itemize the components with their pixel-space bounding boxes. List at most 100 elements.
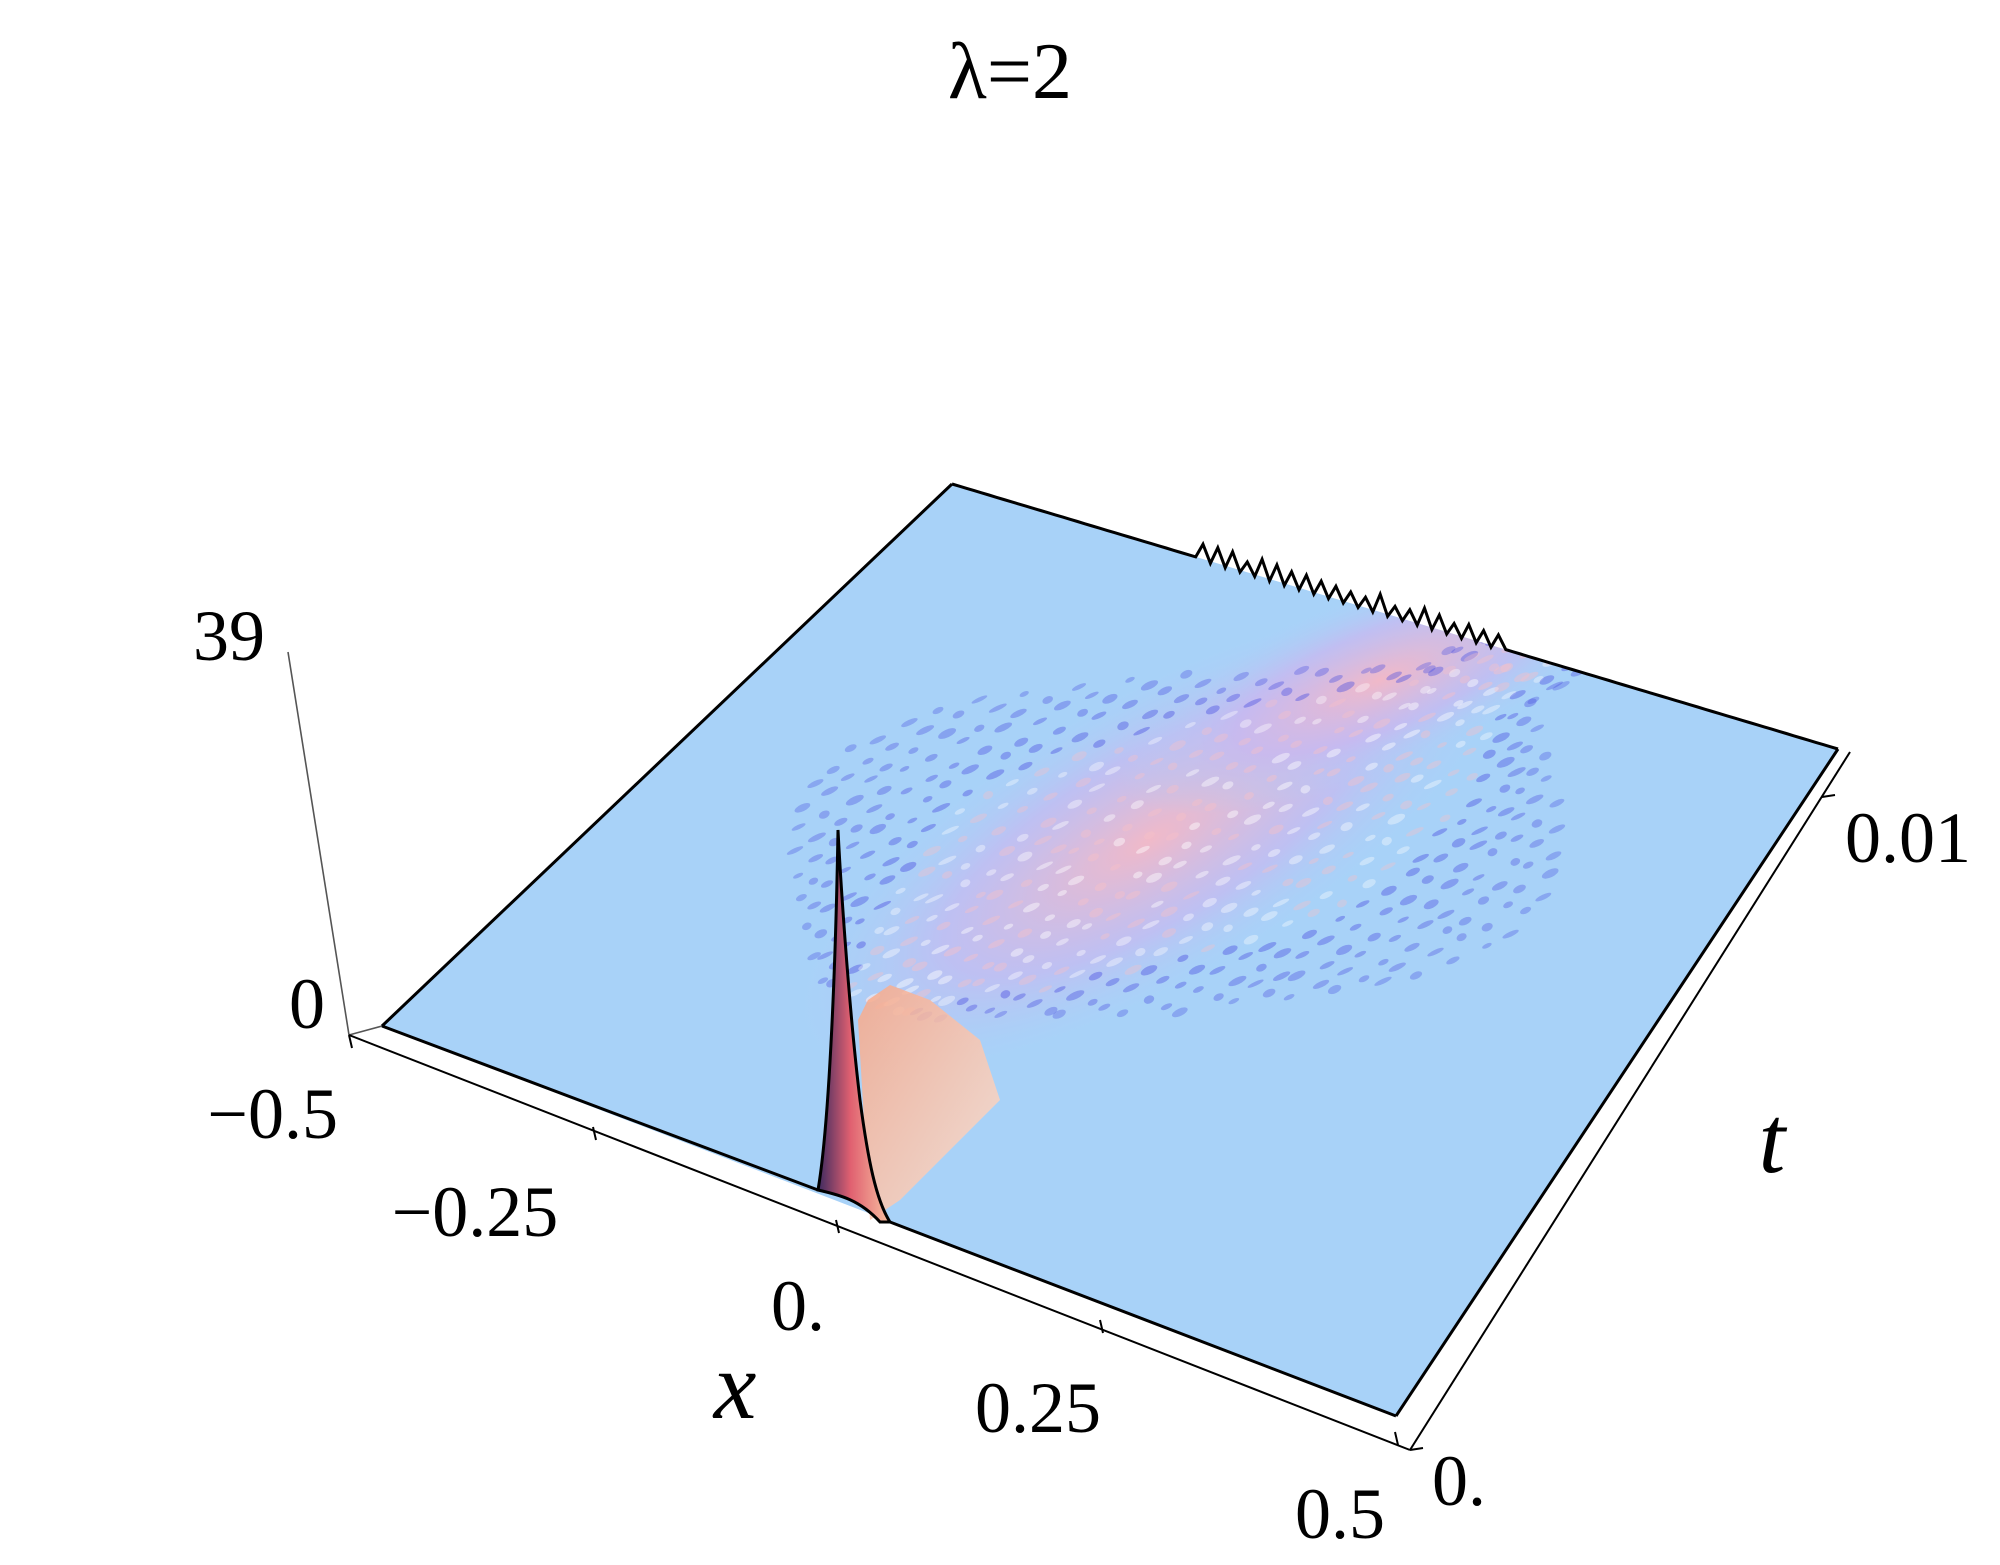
ripple-mark xyxy=(1398,702,1411,710)
ripple-mark xyxy=(1262,864,1278,873)
ripple-mark xyxy=(956,736,970,745)
ripple-mark xyxy=(1307,908,1320,917)
ripple-mark xyxy=(1113,837,1126,847)
ripple-mark xyxy=(983,790,994,800)
ripple-mark xyxy=(1483,687,1499,696)
ripple-mark xyxy=(1277,734,1289,742)
ripple-mark xyxy=(848,989,863,997)
ripple-mark xyxy=(1020,879,1033,888)
ripple-mark xyxy=(1222,855,1241,866)
ripple-mark xyxy=(1202,897,1217,908)
ripple-mark xyxy=(975,891,986,899)
ripple-mark xyxy=(1254,723,1272,734)
ripple-mark xyxy=(1067,799,1083,809)
ripple-mark xyxy=(1418,712,1436,722)
ripple-mark xyxy=(1394,772,1411,783)
ripple-mark xyxy=(1387,813,1406,825)
ripple-mark xyxy=(1360,667,1372,674)
ripple-mark xyxy=(1400,800,1413,810)
ripple-mark xyxy=(920,823,936,833)
ripple-mark xyxy=(1216,687,1227,695)
ripple-mark xyxy=(1399,894,1418,906)
ripple-mark xyxy=(1050,844,1067,854)
ripple-mark xyxy=(993,962,1007,972)
ripple-mark xyxy=(1295,693,1310,702)
ripple-mark xyxy=(807,832,826,843)
ripple-mark xyxy=(975,844,986,853)
ripple-mark xyxy=(997,802,1009,809)
x-tick-mark-1 xyxy=(348,1034,353,1049)
x-tick-label-2: −0.25 xyxy=(392,1172,559,1252)
ripple-mark xyxy=(1293,900,1311,911)
ripple-mark xyxy=(1482,704,1501,715)
ripple-mark xyxy=(1080,829,1092,838)
ripple-mark xyxy=(1091,711,1107,720)
ripple-mark xyxy=(826,765,840,775)
ripple-mark xyxy=(1117,721,1129,731)
ripple-mark xyxy=(1066,990,1085,1001)
ripple-mark xyxy=(1228,997,1240,1005)
ripple-mark xyxy=(1522,861,1534,869)
ripple-mark xyxy=(1432,828,1448,837)
ripple-mark xyxy=(1239,719,1252,728)
t-tick-mark-2 xyxy=(1821,794,1836,798)
ripple-mark xyxy=(1451,646,1464,654)
ripple-mark xyxy=(1482,942,1492,949)
ripple-mark xyxy=(1262,988,1276,998)
t-axis-line xyxy=(1409,751,1851,1451)
ripple-mark xyxy=(1193,986,1204,993)
z-axis-line xyxy=(287,651,350,1036)
base-edge-left xyxy=(348,1025,383,1036)
ripple-mark xyxy=(1466,798,1482,808)
ripple-mark xyxy=(1520,671,1539,682)
ripple-mark xyxy=(1326,748,1341,758)
ripple-mark xyxy=(1161,928,1177,938)
ripple-mark xyxy=(1215,876,1231,886)
ripple-mark xyxy=(1548,635,1561,643)
ripple-mark xyxy=(1156,975,1170,984)
ripple-mark xyxy=(1445,788,1458,796)
ripple-mark xyxy=(1133,726,1150,736)
ripple-mark xyxy=(1319,844,1335,854)
ripple-mark xyxy=(1066,918,1081,929)
ripple-mark xyxy=(1178,936,1193,944)
ripple-mark xyxy=(1262,801,1275,809)
ripple-mark xyxy=(956,997,969,1006)
ripple-mark xyxy=(1105,912,1121,921)
ripple-mark xyxy=(1010,948,1024,957)
ripple-mark xyxy=(867,972,884,981)
ripple-mark xyxy=(1457,700,1473,710)
ripple-mark xyxy=(807,779,824,789)
ripple-mark xyxy=(808,877,819,885)
ripple-mark xyxy=(1180,669,1193,679)
ripple-mark xyxy=(1040,931,1052,939)
ripple-mark xyxy=(1477,896,1490,905)
ripple-mark xyxy=(964,905,979,914)
ripple-mark xyxy=(1283,993,1295,1001)
t-tick-label-1: 0. xyxy=(1432,1441,1486,1521)
ripple-mark xyxy=(1300,785,1311,794)
ripple-mark xyxy=(1513,884,1526,894)
ripple-mark xyxy=(1396,846,1410,855)
x-tick-mark-5 xyxy=(1394,1431,1399,1446)
ripple-mark xyxy=(1382,692,1397,701)
ripple-mark xyxy=(1040,817,1057,828)
ripple-mark xyxy=(1116,1009,1129,1018)
ripple-mark xyxy=(939,780,952,789)
surface-edge-back xyxy=(951,482,1839,751)
ripple-mark xyxy=(960,879,971,888)
ripple-mark xyxy=(1057,890,1067,897)
ripple-mark xyxy=(1265,699,1278,708)
ripple-mark xyxy=(1442,926,1453,934)
ripple-mark xyxy=(954,808,966,815)
z-tick-label-bottom: 0 xyxy=(289,964,325,1044)
ripple-mark xyxy=(1127,918,1145,929)
ripple-mark xyxy=(932,802,951,813)
ripple-mark xyxy=(1487,848,1498,857)
ripple-mark xyxy=(1053,966,1070,975)
ripple-mark xyxy=(1151,900,1164,908)
ripple-mark xyxy=(1189,822,1201,830)
x-ticks: −0.5 −0.25 0. 0.25 0.5 xyxy=(207,1034,1399,1554)
z-ticks: 39 0 xyxy=(193,596,325,1044)
ripple-mark xyxy=(1130,800,1144,810)
